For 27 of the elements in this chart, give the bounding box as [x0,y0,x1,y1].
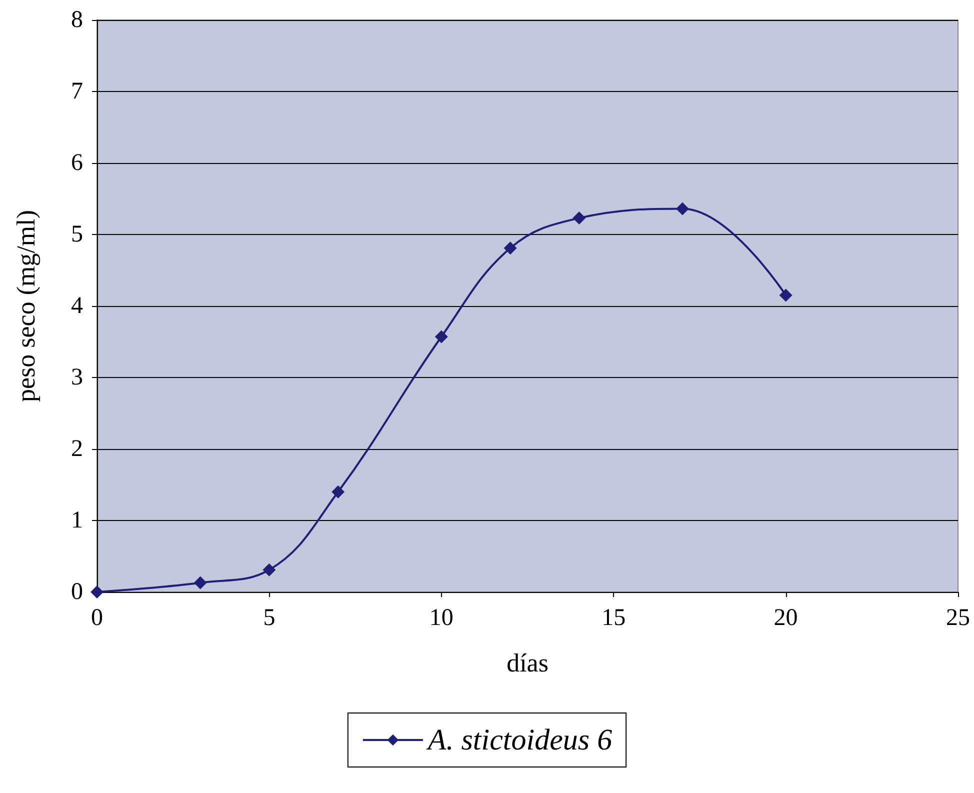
point [434,330,448,344]
y-tick-label: 8 [71,7,83,33]
x-tick-label: 10 [429,605,454,631]
x-tick-label: 15 [602,605,626,631]
point [194,576,207,590]
point [262,563,276,576]
x-tick-label: 0 [91,605,103,631]
y-tick-label: 4 [71,293,83,319]
y-tick-label: 7 [71,78,83,104]
y-tick-label: 2 [71,436,83,462]
y-axis-title: peso seco (mg/ml) [12,210,40,402]
y-tick-label: 0 [71,579,83,605]
point [779,288,792,302]
point [504,242,517,255]
point [676,202,689,216]
y-tick-label: 5 [71,222,83,248]
y-tick-label: 6 [71,150,83,176]
x-axis-title: días [506,648,548,678]
y-tick-label: 1 [71,508,83,534]
y-tick-label: 3 [71,364,83,390]
x-tick-label: 5 [263,605,276,631]
legend-label: A. stictoideus 6 [426,724,612,756]
x-tick-label: 25 [946,605,970,631]
point [332,485,345,498]
point [572,212,586,225]
point [90,586,104,598]
x-tick-label: 20 [774,605,798,631]
